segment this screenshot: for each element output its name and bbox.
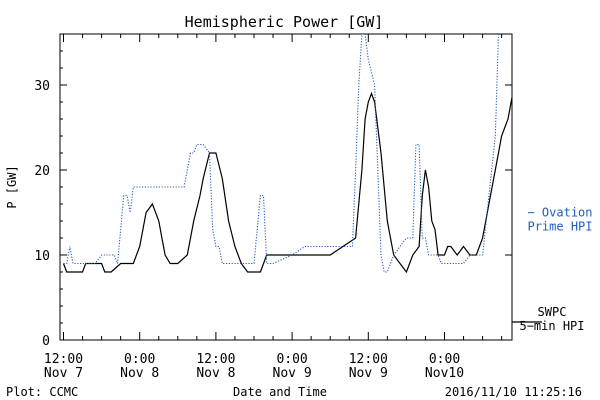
timestamp: 2016/11/10 11:25:16 (445, 385, 582, 399)
y-axis-label: P [GW] (5, 165, 19, 208)
plot-frame (59, 33, 513, 341)
y-tick-label: 10 (34, 249, 50, 264)
y-tick-label: 30 (34, 79, 50, 94)
x-tick-label-time: 12:00 (349, 352, 388, 367)
ovation-prime-hpi-line (63, 34, 500, 273)
x-tick-label-date: Nov 8 (120, 366, 159, 381)
y-axis: 0 10 20 30 (34, 50, 512, 349)
swpc-legend-label-line2: 5−min HPI (519, 319, 584, 333)
ovation-legend-label-line2: Prime HPI (527, 220, 592, 234)
chart-title: Hemispheric Power [GW] (185, 13, 384, 31)
x-tick-label-time: 0:00 (276, 352, 307, 367)
ovation-legend-label: − Ovation (527, 206, 592, 220)
x-axis-label: Date and Time (233, 385, 327, 399)
swpc-hpi-line (62, 91, 512, 274)
x-tick-label-date: Nov 9 (349, 366, 388, 381)
x-tick-label-time: 12:00 (196, 352, 235, 367)
plot-credit: Plot: CCMC (6, 385, 78, 399)
x-tick-label-time: 0:00 (429, 352, 460, 367)
x-tick-label-time: 0:00 (124, 352, 155, 367)
series-layer (62, 34, 512, 274)
y-tick-label: 0 (42, 334, 50, 349)
x-tick-label-date: Nov 8 (196, 366, 235, 381)
swpc-legend-label: SWPC (538, 305, 567, 319)
x-tick-label-date: Nov10 (425, 366, 464, 381)
x-tick-label-time: 12:00 (44, 352, 83, 367)
x-tick-label-date: Nov 9 (273, 366, 312, 381)
y-tick-label: 20 (34, 164, 50, 179)
x-tick-label-date: Nov 7 (44, 366, 83, 381)
